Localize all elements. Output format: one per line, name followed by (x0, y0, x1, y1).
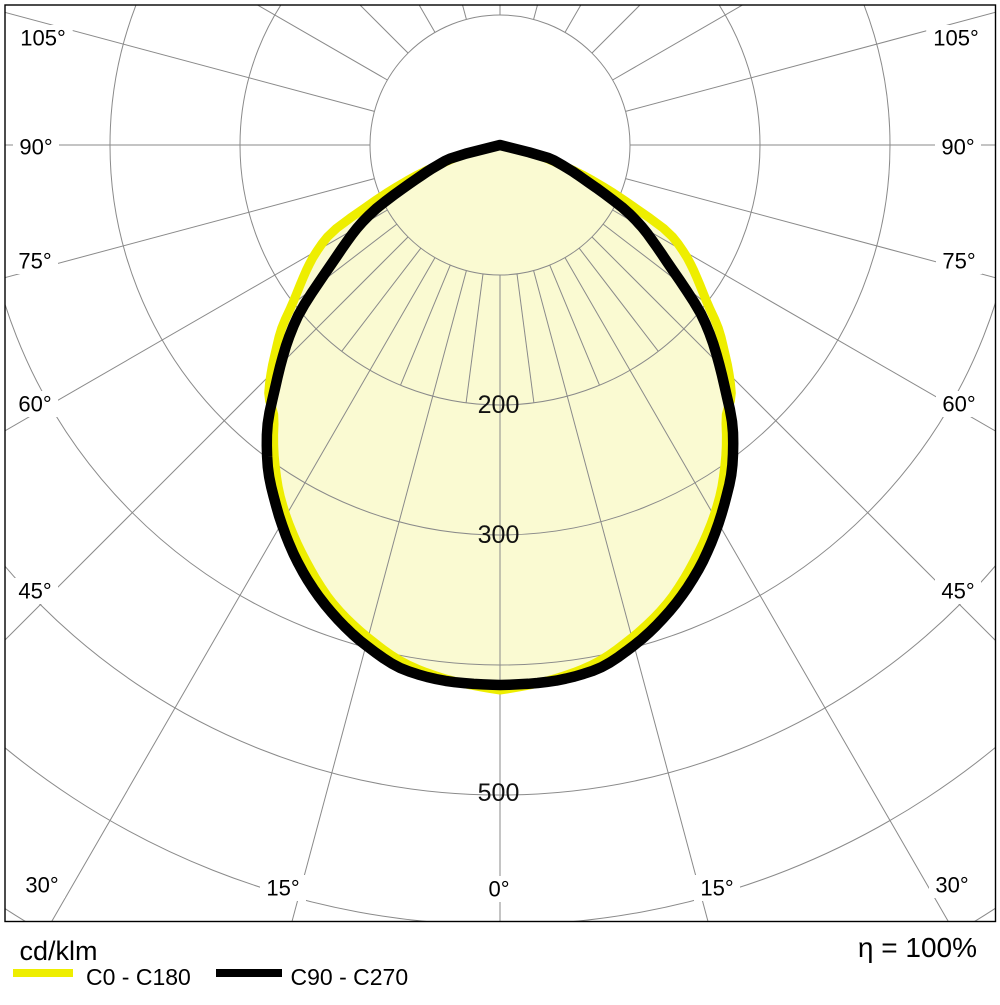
svg-text:75°: 75° (942, 249, 975, 274)
svg-text:C0 - C180: C0 - C180 (86, 964, 191, 990)
svg-text:30°: 30° (935, 873, 968, 898)
svg-text:60°: 60° (942, 392, 975, 417)
svg-text:105°: 105° (20, 26, 66, 51)
svg-text:75°: 75° (18, 249, 51, 274)
svg-text:45°: 45° (18, 579, 51, 604)
svg-text:C90 - C270: C90 - C270 (291, 964, 409, 990)
svg-text:15°: 15° (266, 876, 299, 901)
svg-text:60°: 60° (18, 392, 51, 417)
svg-text:0°: 0° (488, 877, 509, 902)
svg-text:500: 500 (478, 779, 520, 807)
svg-text:45°: 45° (941, 579, 974, 604)
svg-text:105°: 105° (933, 26, 979, 51)
svg-text:90°: 90° (19, 135, 52, 160)
svg-text:300: 300 (478, 521, 520, 549)
svg-text:200: 200 (478, 391, 520, 419)
svg-text:η = 100%: η = 100% (858, 932, 977, 963)
svg-text:90°: 90° (941, 135, 974, 160)
svg-text:15°: 15° (700, 876, 733, 901)
svg-text:30°: 30° (25, 873, 58, 898)
svg-text:cd/klm: cd/klm (20, 936, 98, 966)
